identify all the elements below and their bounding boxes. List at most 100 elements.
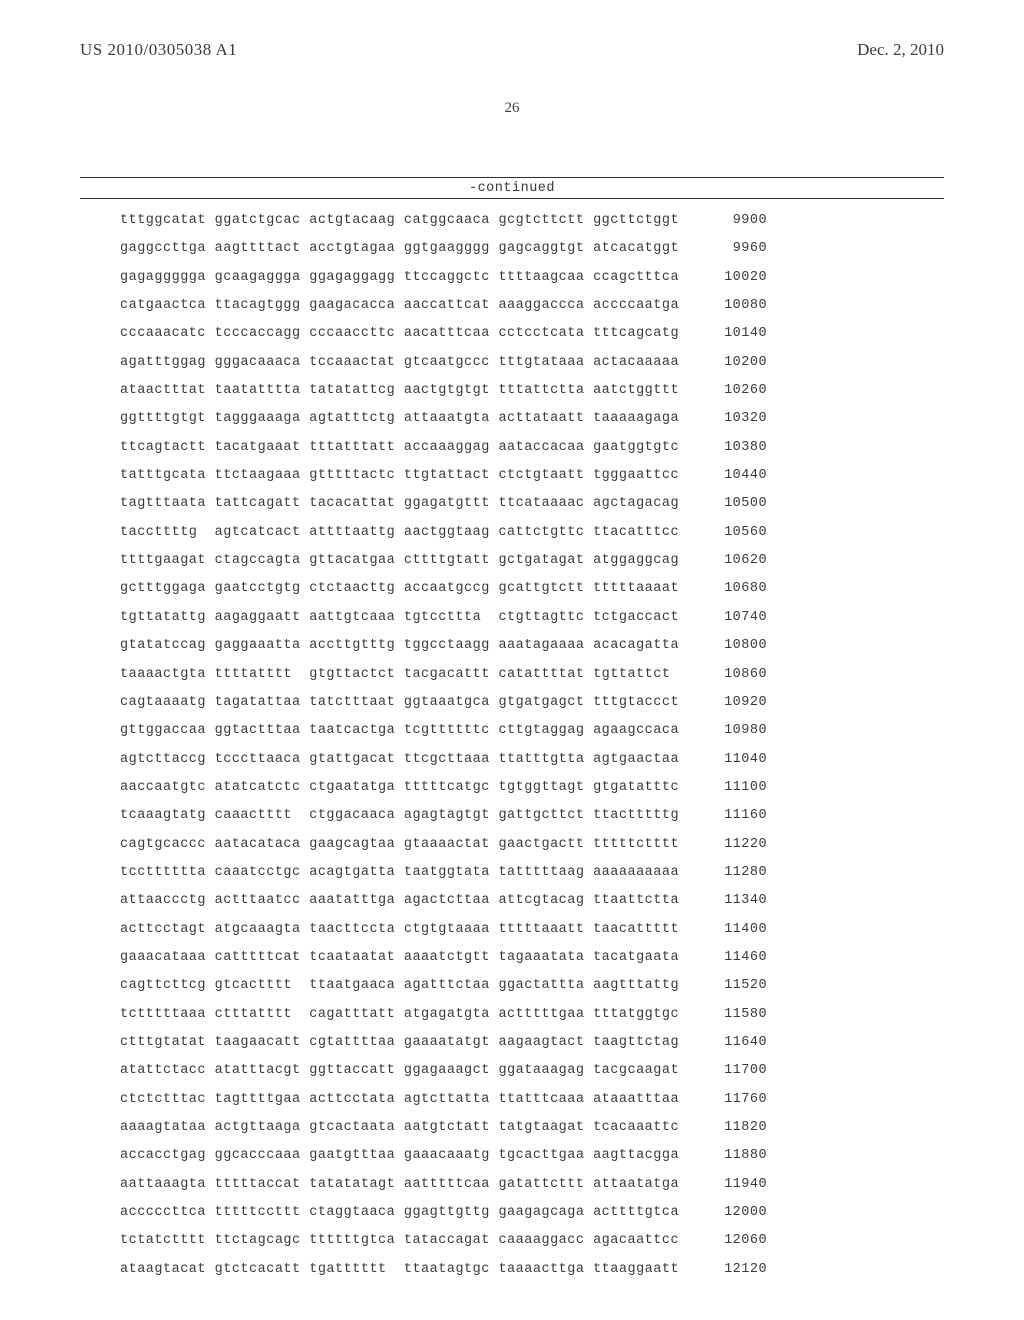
sequence-groups: agtcttaccg tcccttaaca gtattgacat ttcgctt… xyxy=(120,746,679,774)
sequence-groups: ttttgaagat ctagccagta gttacatgaa cttttgt… xyxy=(120,547,679,575)
sequence-position: 10380 xyxy=(695,434,767,462)
sequence-groups: tttggcatat ggatctgcac actgtacaag catggca… xyxy=(120,207,679,235)
sequence-position: 11580 xyxy=(695,1001,767,1029)
sequence-groups: acttcctagt atgcaaagta taacttccta ctgtgta… xyxy=(120,916,679,944)
sequence-row: gttggaccaa ggtactttaa taatcactga tcgtttt… xyxy=(120,717,944,745)
sequence-groups: ggttttgtgt tagggaaaga agtatttctg attaaat… xyxy=(120,405,679,433)
sequence-position: 10320 xyxy=(695,405,767,433)
sequence-groups: tgttatattg aagaggaatt aattgtcaaa tgtcctt… xyxy=(120,604,679,632)
page-header: US 2010/0305038 A1 Dec. 2, 2010 xyxy=(80,40,944,60)
sequence-row: taccttttg agtcatcact attttaattg aactggta… xyxy=(120,519,944,547)
sequence-position: 11700 xyxy=(695,1057,767,1085)
sequence-position: 9900 xyxy=(695,207,767,235)
sequence-groups: cagttcttcg gtcactttt ttaatgaaca agatttct… xyxy=(120,972,679,1000)
sequence-row: taaaactgta ttttatttt gtgttactct tacgacat… xyxy=(120,661,944,689)
sequence-groups: gctttggaga gaatcctgtg ctctaacttg accaatg… xyxy=(120,575,679,603)
sequence-groups: agatttggag gggacaaaca tccaaactat gtcaatg… xyxy=(120,349,679,377)
sequence-position: 11160 xyxy=(695,802,767,830)
sequence-row: ataactttat taatatttta tatatattcg aactgtg… xyxy=(120,377,944,405)
sequence-block: tttggcatat ggatctgcac actgtacaag catggca… xyxy=(80,199,944,1302)
sequence-row: gctttggaga gaatcctgtg ctctaacttg accaatg… xyxy=(120,575,944,603)
sequence-position: 11760 xyxy=(695,1086,767,1114)
sequence-position: 10860 xyxy=(695,661,767,689)
sequence-row: tttggcatat ggatctgcac actgtacaag catggca… xyxy=(120,207,944,235)
sequence-row: tcaaagtatg caaactttt ctggacaaca agagtagt… xyxy=(120,802,944,830)
sequence-row: tgttatattg aagaggaatt aattgtcaaa tgtcctt… xyxy=(120,604,944,632)
sequence-position: 11640 xyxy=(695,1029,767,1057)
sequence-row: atattctacc atatttacgt ggttaccatt ggagaaa… xyxy=(120,1057,944,1085)
sequence-row: tcctttttta caaatcctgc acagtgatta taatggt… xyxy=(120,859,944,887)
sequence-groups: tcaaagtatg caaactttt ctggacaaca agagtagt… xyxy=(120,802,679,830)
sequence-position: 11220 xyxy=(695,831,767,859)
sequence-groups: atattctacc atatttacgt ggttaccatt ggagaaa… xyxy=(120,1057,679,1085)
publication-date: Dec. 2, 2010 xyxy=(857,40,944,60)
sequence-row: aaaagtataa actgttaaga gtcactaata aatgtct… xyxy=(120,1114,944,1142)
sequence-position: 11820 xyxy=(695,1114,767,1142)
sequence-groups: cagtaaaatg tagatattaa tatctttaat ggtaaat… xyxy=(120,689,679,717)
publication-number: US 2010/0305038 A1 xyxy=(80,40,237,60)
sequence-position: 10620 xyxy=(695,547,767,575)
sequence-groups: accacctgag ggcacccaaa gaatgtttaa gaaacaa… xyxy=(120,1142,679,1170)
sequence-position: 10560 xyxy=(695,519,767,547)
sequence-groups: taaaactgta ttttatttt gtgttactct tacgacat… xyxy=(120,661,679,689)
sequence-groups: ataagtacat gtctcacatt tgatttttt ttaatagt… xyxy=(120,1256,679,1284)
sequence-position: 10920 xyxy=(695,689,767,717)
page-container: US 2010/0305038 A1 Dec. 2, 2010 26 -cont… xyxy=(0,0,1024,1320)
sequence-row: gaggccttga aagttttact acctgtagaa ggtgaag… xyxy=(120,235,944,263)
sequence-position: 12120 xyxy=(695,1256,767,1284)
sequence-groups: gtatatccag gaggaaatta accttgtttg tggccta… xyxy=(120,632,679,660)
sequence-row: acttcctagt atgcaaagta taacttccta ctgtgta… xyxy=(120,916,944,944)
sequence-row: ctctctttac tagttttgaa acttcctata agtctta… xyxy=(120,1086,944,1114)
sequence-groups: tagtttaata tattcagatt tacacattat ggagatg… xyxy=(120,490,679,518)
sequence-row: agatttggag gggacaaaca tccaaactat gtcaatg… xyxy=(120,349,944,377)
sequence-position: 10080 xyxy=(695,292,767,320)
sequence-groups: gaaacataaa catttttcat tcaataatat aaaatct… xyxy=(120,944,679,972)
sequence-groups: ataactttat taatatttta tatatattcg aactgtg… xyxy=(120,377,679,405)
sequence-row: acccccttca tttttccttt ctaggtaaca ggagttg… xyxy=(120,1199,944,1227)
sequence-row: ataagtacat gtctcacatt tgatttttt ttaatagt… xyxy=(120,1256,944,1284)
sequence-position: 10260 xyxy=(695,377,767,405)
sequence-row: gagaggggga gcaagaggga ggagaggagg ttccagg… xyxy=(120,264,944,292)
sequence-groups: cccaaacatc tcccaccagg cccaaccttc aacattt… xyxy=(120,320,679,348)
sequence-groups: aattaaagta tttttaccat tatatatagt aattttt… xyxy=(120,1171,679,1199)
sequence-row: catgaactca ttacagtggg gaagacacca aaccatt… xyxy=(120,292,944,320)
sequence-groups: tcctttttta caaatcctgc acagtgatta taatggt… xyxy=(120,859,679,887)
sequence-row: cagttcttcg gtcactttt ttaatgaaca agatttct… xyxy=(120,972,944,1000)
sequence-row: ctttgtatat taagaacatt cgtattttaa gaaaata… xyxy=(120,1029,944,1057)
sequence-position: 11940 xyxy=(695,1171,767,1199)
sequence-row: attaaccctg actttaatcc aaatatttga agactct… xyxy=(120,887,944,915)
sequence-row: gaaacataaa catttttcat tcaataatat aaaatct… xyxy=(120,944,944,972)
sequence-position: 10980 xyxy=(695,717,767,745)
sequence-position: 11460 xyxy=(695,944,767,972)
sequence-position: 11040 xyxy=(695,746,767,774)
sequence-row: aattaaagta tttttaccat tatatatagt aattttt… xyxy=(120,1171,944,1199)
top-rule xyxy=(80,177,944,178)
sequence-position: 10200 xyxy=(695,349,767,377)
sequence-position: 10020 xyxy=(695,264,767,292)
sequence-position: 11100 xyxy=(695,774,767,802)
sequence-row: tctatctttt ttctagcagc ttttttgtca tatacca… xyxy=(120,1227,944,1255)
sequence-position: 12060 xyxy=(695,1227,767,1255)
sequence-groups: tatttgcata ttctaagaaa gtttttactc ttgtatt… xyxy=(120,462,679,490)
sequence-row: tagtttaata tattcagatt tacacattat ggagatg… xyxy=(120,490,944,518)
sequence-groups: gaggccttga aagttttact acctgtagaa ggtgaag… xyxy=(120,235,679,263)
sequence-groups: taccttttg agtcatcact attttaattg aactggta… xyxy=(120,519,679,547)
sequence-position: 12000 xyxy=(695,1199,767,1227)
sequence-row: tctttttaaa ctttatttt cagatttatt atgagatg… xyxy=(120,1001,944,1029)
sequence-position: 11880 xyxy=(695,1142,767,1170)
sequence-position: 10680 xyxy=(695,575,767,603)
sequence-position: 10440 xyxy=(695,462,767,490)
sequence-position: 10140 xyxy=(695,320,767,348)
sequence-row: ggttttgtgt tagggaaaga agtatttctg attaaat… xyxy=(120,405,944,433)
sequence-groups: tctttttaaa ctttatttt cagatttatt atgagatg… xyxy=(120,1001,679,1029)
sequence-groups: ctctctttac tagttttgaa acttcctata agtctta… xyxy=(120,1086,679,1114)
sequence-row: gtatatccag gaggaaatta accttgtttg tggccta… xyxy=(120,632,944,660)
continued-label: -continued xyxy=(80,181,944,196)
sequence-row: cagtgcaccc aatacataca gaagcagtaa gtaaaac… xyxy=(120,831,944,859)
sequence-groups: ttcagtactt tacatgaaat tttatttatt accaaag… xyxy=(120,434,679,462)
sequence-row: ttttgaagat ctagccagta gttacatgaa cttttgt… xyxy=(120,547,944,575)
sequence-position: 11340 xyxy=(695,887,767,915)
sequence-position: 10800 xyxy=(695,632,767,660)
sequence-row: aaccaatgtc atatcatctc ctgaatatga tttttca… xyxy=(120,774,944,802)
sequence-position: 10740 xyxy=(695,604,767,632)
